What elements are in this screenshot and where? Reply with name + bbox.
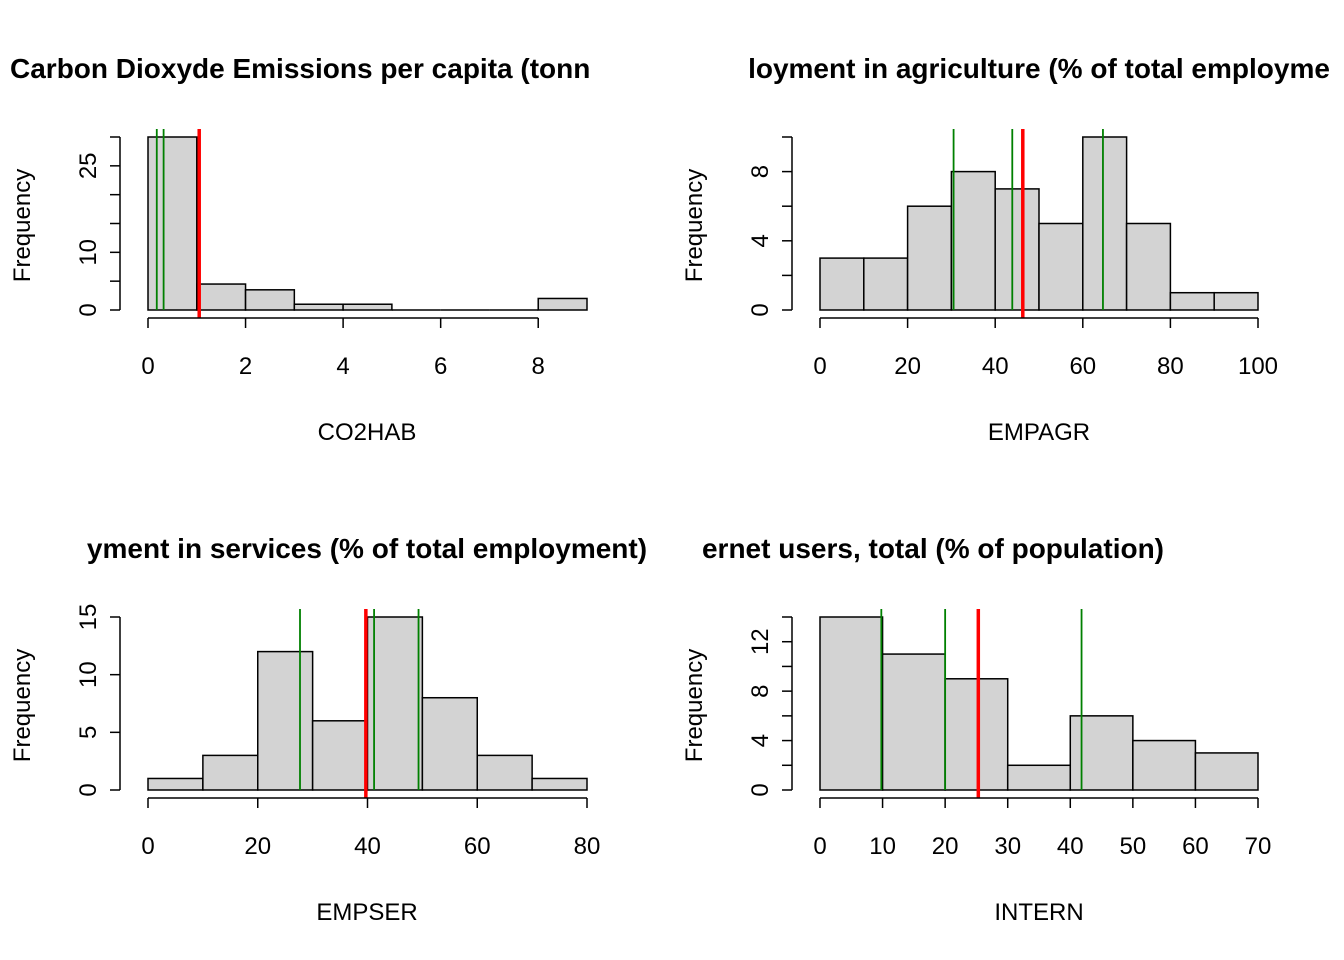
y-tick-label: 0 — [747, 783, 774, 796]
histogram-bar — [257, 650, 314, 791]
x-tick-label: 4 — [336, 353, 349, 380]
histogram-bar — [196, 283, 247, 311]
histogram-bar — [1069, 715, 1134, 791]
histogram-bar — [906, 205, 953, 311]
x-axis-label: INTERN — [994, 899, 1083, 926]
x-tick-label: 10 — [869, 833, 896, 860]
y-tick-label: 12 — [747, 628, 774, 655]
y-tick-label: 0 — [75, 303, 102, 316]
histogram-bar — [819, 257, 865, 311]
histogram-bar — [1082, 136, 1128, 311]
histogram-bar — [476, 754, 533, 791]
x-tick-label: 30 — [994, 833, 1021, 860]
histogram-bar — [293, 303, 344, 311]
x-tick-label: 0 — [141, 353, 154, 380]
histogram-bar — [421, 696, 478, 791]
chart-title: Carbon Dioxyde Emissions per capita (ton… — [10, 53, 590, 84]
x-tick-label: 0 — [141, 833, 154, 860]
x-tick-label: 60 — [1069, 353, 1096, 380]
x-tick-label: 8 — [532, 353, 545, 380]
y-tick-label: 8 — [747, 684, 774, 697]
histogram-bar — [1169, 291, 1215, 311]
x-tick-label: 80 — [574, 833, 601, 860]
x-tick-label: 40 — [354, 833, 381, 860]
histogram-bar — [1006, 764, 1072, 791]
y-axis-label: Frequency — [9, 169, 36, 282]
histogram-panel-4: ernet users, total (% of population) 0 10 2… — [681, 533, 1271, 926]
x-axis-label: EMPSER — [316, 899, 417, 926]
histogram-bar — [342, 303, 393, 311]
y-tick-label: 0 — [747, 303, 774, 316]
x-tick-label: 70 — [1245, 833, 1272, 860]
y-axis-label: Frequency — [681, 169, 708, 282]
histogram-bar — [366, 616, 424, 791]
x-axis-label: CO2HAB — [318, 419, 417, 446]
histogram-bar — [1132, 739, 1197, 791]
histogram-bar — [147, 136, 198, 311]
y-tick-label: 8 — [747, 165, 774, 178]
histogram-panel-1: Carbon Dioxyde Emissions per capita (ton… — [9, 53, 590, 446]
chart-title: ernet users, total (% of population) — [702, 533, 1164, 564]
histogram-bar — [1038, 222, 1084, 311]
histogram-bar — [147, 777, 204, 791]
histogram-bar — [994, 188, 1040, 311]
histogram-bar — [819, 616, 884, 791]
histogram-bar — [531, 777, 588, 791]
x-tick-label: 0 — [813, 353, 826, 380]
histogram-panel-2: loyment in agriculture (% of total emplo… — [681, 53, 1330, 446]
y-axis-label: Frequency — [9, 649, 36, 762]
histogram-bar — [950, 170, 996, 311]
histogram-bar — [1125, 222, 1172, 311]
histogram-bar — [863, 257, 909, 311]
histogram-bar — [244, 289, 296, 311]
x-tick-label: 0 — [813, 833, 826, 860]
histogram-bar — [202, 754, 259, 791]
y-tick-label: 0 — [75, 783, 102, 796]
x-tick-label: 40 — [982, 353, 1009, 380]
y-axis-label: Frequency — [681, 649, 708, 762]
x-tick-label: 40 — [1057, 833, 1084, 860]
x-tick-label: 80 — [1157, 353, 1184, 380]
histogram-bar — [944, 678, 1009, 791]
chart-title: yment in services (% of total employment… — [87, 533, 647, 564]
histogram-panel-3: yment in services (% of total employment… — [9, 533, 647, 926]
x-tick-label: 100 — [1238, 353, 1278, 380]
x-tick-label: 20 — [244, 833, 271, 860]
histogram-bar — [311, 720, 369, 791]
histogram-bar — [537, 297, 588, 311]
y-tick-label: 10 — [75, 661, 102, 688]
histogram-bar — [1213, 291, 1259, 311]
y-tick-label: 5 — [75, 726, 102, 739]
x-tick-label: 50 — [1120, 833, 1147, 860]
x-tick-label: 6 — [434, 353, 447, 380]
x-tick-label: 2 — [239, 353, 252, 380]
y-tick-label: 25 — [75, 152, 102, 179]
x-tick-label: 60 — [1182, 833, 1209, 860]
y-tick-label: 4 — [747, 734, 774, 747]
x-tick-label: 20 — [894, 353, 921, 380]
x-axis-label: EMPAGR — [988, 419, 1090, 446]
y-tick-label: 4 — [747, 234, 774, 247]
x-tick-label: 20 — [932, 833, 959, 860]
histogram-bar — [881, 653, 946, 791]
y-tick-label: 15 — [75, 604, 102, 631]
y-tick-label: 10 — [75, 239, 102, 266]
x-tick-label: 60 — [464, 833, 491, 860]
chart-title: loyment in agriculture (% of total emplo… — [748, 53, 1330, 84]
histogram-bar — [1194, 752, 1259, 791]
